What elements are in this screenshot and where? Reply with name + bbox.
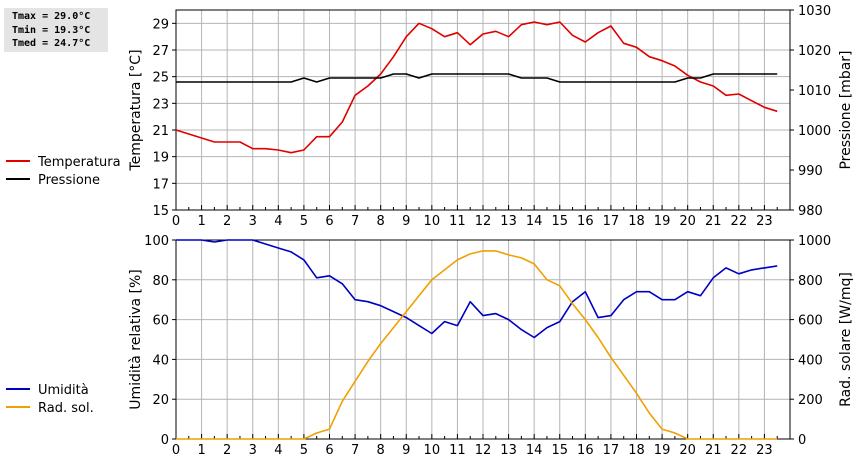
x-tick-label: 21 xyxy=(705,214,722,229)
x-tick-label: 5 xyxy=(300,214,308,229)
x-tick-label: 9 xyxy=(402,214,410,229)
x-tick-label: 12 xyxy=(475,214,492,229)
x-tick-label: 6 xyxy=(325,214,333,229)
x-tick-label: 1 xyxy=(197,443,205,458)
x-tick-label: 4 xyxy=(274,443,282,458)
x-tick-label: 17 xyxy=(603,443,620,458)
y2-tick-label: 600 xyxy=(798,314,823,329)
x-tick-label: 2 xyxy=(223,443,231,458)
x-tick-label: 17 xyxy=(603,214,620,229)
y-tick-label: 25 xyxy=(152,71,169,86)
x-tick-label: 20 xyxy=(679,214,696,229)
series-line-rad-sol xyxy=(176,250,778,440)
y2-tick-label: 1000 xyxy=(798,124,831,139)
y-tick-label: 0 xyxy=(161,433,169,448)
x-tick-label: 7 xyxy=(351,443,359,458)
y-axis-title: Temperatura [°C] xyxy=(128,49,144,171)
series-line-pressione xyxy=(176,73,778,83)
x-tick-label: 3 xyxy=(249,214,257,229)
y2-tick-label: 400 xyxy=(798,353,823,368)
x-tick-label: 0 xyxy=(172,443,180,458)
x-tick-label: 18 xyxy=(628,214,645,229)
x-tick-label: 8 xyxy=(377,443,385,458)
x-tick-label: 22 xyxy=(731,443,748,458)
y-tick-label: 40 xyxy=(152,353,169,368)
y-tick-label: 17 xyxy=(152,177,169,192)
y-tick-label: 27 xyxy=(152,44,169,59)
legend-label: Temperatura xyxy=(37,155,121,170)
x-tick-label: 22 xyxy=(731,214,748,229)
x-tick-label: 19 xyxy=(654,214,671,229)
series-line-temperatura xyxy=(175,21,778,154)
y2-tick-label: 1030 xyxy=(798,4,831,19)
y2-tick-label: 1000 xyxy=(798,234,831,249)
x-tick-label: 16 xyxy=(577,443,594,458)
x-tick-label: 3 xyxy=(249,443,257,458)
y-tick-label: 21 xyxy=(152,124,169,139)
y-tick-label: 60 xyxy=(152,314,169,329)
y2-tick-label: 1020 xyxy=(798,44,831,59)
x-tick-label: 14 xyxy=(526,214,543,229)
x-tick-label: 23 xyxy=(756,443,773,458)
x-tick-label: 23 xyxy=(756,214,773,229)
tmed-label: Tmed = 24.7°C xyxy=(12,38,91,49)
x-tick-label: 8 xyxy=(377,214,385,229)
x-tick-label: 10 xyxy=(424,443,441,458)
x-tick-label: 12 xyxy=(475,443,492,458)
x-tick-label: 13 xyxy=(500,443,517,458)
legend-label: Pressione xyxy=(38,173,100,188)
x-tick-label: 15 xyxy=(551,214,568,229)
x-tick-label: 5 xyxy=(300,443,308,458)
y-axis-title: Umidità relativa [%] xyxy=(128,269,144,410)
stats-box: Tmax = 29.0°C Tmin = 19.3°C Tmed = 24.7°… xyxy=(4,8,108,52)
x-tick-label: 7 xyxy=(351,214,359,229)
x-tick-label: 19 xyxy=(654,443,671,458)
y2-tick-label: 1010 xyxy=(798,84,831,99)
y-tick-label: 80 xyxy=(152,274,169,289)
y2-axis-title: Pressione [mbar] xyxy=(838,50,854,169)
x-tick-label: 18 xyxy=(628,443,645,458)
x-tick-label: 14 xyxy=(526,443,543,458)
tmax-label: Tmax = 29.0°C xyxy=(12,11,91,22)
y2-tick-label: 0 xyxy=(798,433,806,448)
x-tick-label: 15 xyxy=(551,443,568,458)
x-tick-label: 16 xyxy=(577,214,594,229)
x-tick-label: 13 xyxy=(500,214,517,229)
y2-tick-label: 980 xyxy=(798,204,823,219)
y2-tick-label: 800 xyxy=(798,274,823,289)
y-tick-label: 20 xyxy=(152,393,169,408)
x-tick-label: 4 xyxy=(274,214,282,229)
legend-label: Umidità xyxy=(38,383,89,398)
y2-tick-label: 200 xyxy=(798,393,823,408)
x-tick-label: 2 xyxy=(223,214,231,229)
y2-tick-label: 990 xyxy=(798,164,823,179)
x-tick-label: 6 xyxy=(325,443,333,458)
tmin-label: Tmin = 19.3°C xyxy=(12,24,91,36)
x-tick-label: 0 xyxy=(172,214,180,229)
x-tick-label: 10 xyxy=(424,214,441,229)
chart-bottom: 0 1 2 3 4 5 6 7 8 9 10 11 12 13 14 15 16 17 18 19 20 21 22 2302… xyxy=(6,234,854,458)
y-tick-label: 19 xyxy=(152,151,169,166)
y2-axis-title: Rad. solare [W/mq] xyxy=(838,272,854,407)
x-tick-label: 20 xyxy=(679,443,696,458)
chart-top: 0 1 2 3 4 5 6 7 8 9 10 11 12 13 14 15 16 17 18 19 20 21 22 2315… xyxy=(6,4,854,229)
y-tick-label: 23 xyxy=(152,97,169,112)
y-tick-label: 15 xyxy=(152,204,169,219)
x-tick-label: 21 xyxy=(705,443,722,458)
legend-label: Rad. sol. xyxy=(38,401,94,416)
x-tick-label: 1 xyxy=(197,214,205,229)
y-tick-label: 29 xyxy=(152,17,169,32)
y-tick-label: 100 xyxy=(144,234,169,249)
x-tick-label: 11 xyxy=(449,214,466,229)
x-tick-label: 11 xyxy=(449,443,466,458)
x-tick-label: 9 xyxy=(402,443,410,458)
series-line-umidit xyxy=(176,239,778,339)
